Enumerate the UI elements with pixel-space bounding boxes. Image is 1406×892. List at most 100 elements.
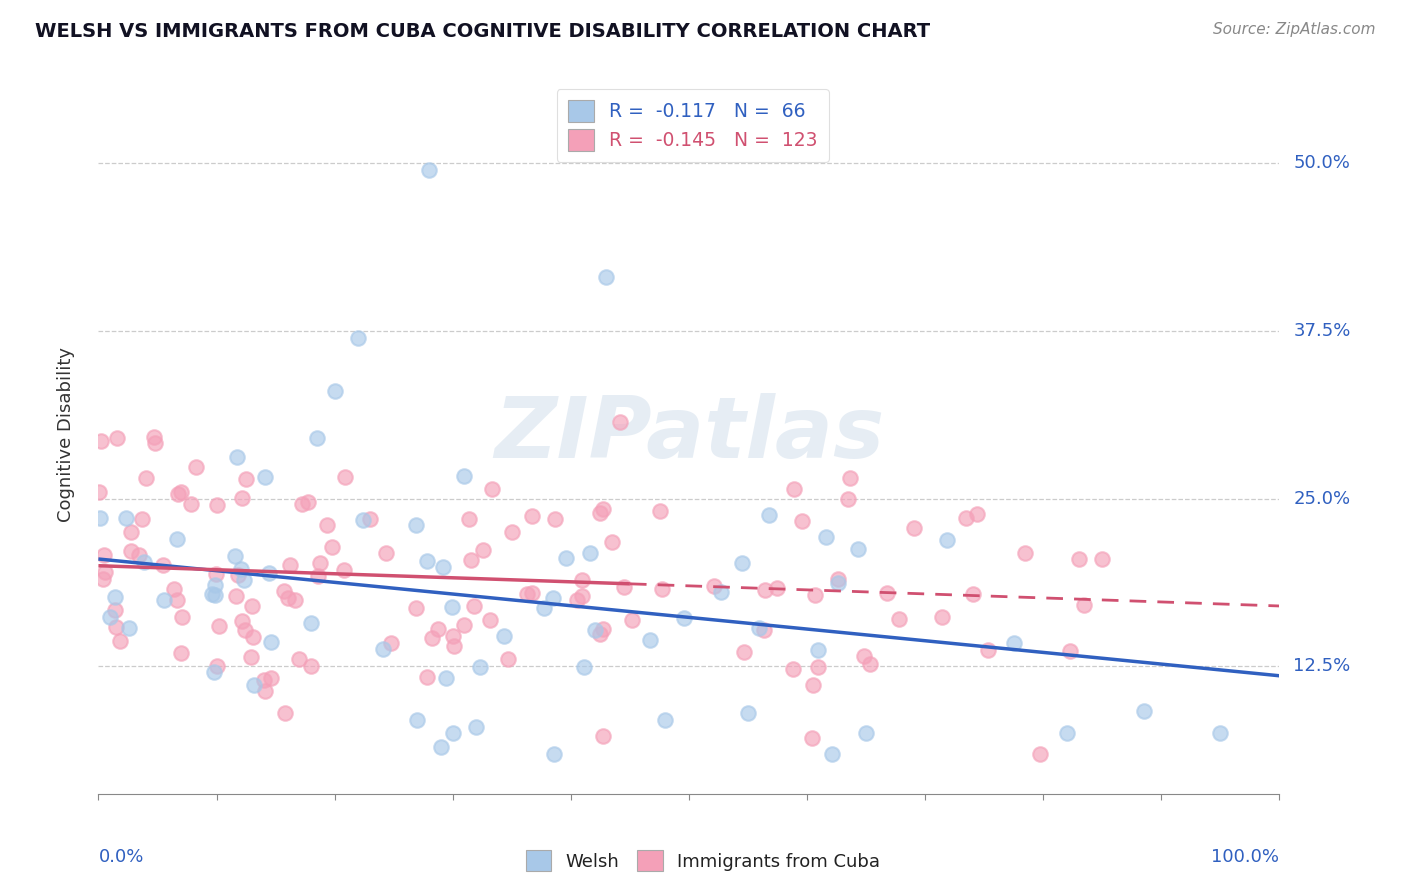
Point [1073, 598, 1095, 612]
Point [226, 450, 249, 464]
Legend: R =  -0.117   N =  66, R =  -0.145   N =  123: R = -0.117 N = 66, R = -0.145 N = 123 [557, 89, 830, 162]
Point [478, 613, 501, 627]
Point [792, 514, 814, 528]
Point [120, 544, 142, 558]
Point [1056, 726, 1078, 740]
Point [297, 495, 319, 509]
Point [432, 559, 454, 574]
Point [846, 541, 869, 556]
Point [600, 535, 623, 549]
Point [821, 747, 844, 761]
Point [288, 651, 311, 665]
Point [91, 572, 114, 586]
Point [152, 558, 174, 573]
Point [405, 518, 427, 533]
Point [103, 590, 125, 604]
Text: 100.0%: 100.0% [1212, 847, 1279, 866]
Point [458, 512, 481, 526]
Point [243, 678, 266, 692]
Point [90, 434, 112, 448]
Point [804, 588, 827, 602]
Point [380, 636, 402, 650]
Point [441, 600, 464, 615]
Text: 25.0%: 25.0% [1294, 490, 1351, 508]
Point [650, 504, 672, 518]
Point [201, 587, 224, 601]
Point [110, 633, 132, 648]
Point [555, 551, 578, 566]
Point [496, 651, 519, 665]
Point [166, 593, 188, 607]
Point [299, 615, 322, 630]
Point [205, 659, 228, 673]
Point [347, 330, 370, 344]
Point [977, 642, 1000, 657]
Point [572, 660, 595, 674]
Point [955, 511, 977, 525]
Point [837, 491, 859, 506]
Point [494, 629, 516, 643]
Text: Source: ZipAtlas.com: Source: ZipAtlas.com [1212, 22, 1375, 37]
Point [578, 546, 600, 560]
Point [441, 726, 464, 740]
Point [737, 706, 759, 721]
Legend: Welsh, Immigrants from Cuba: Welsh, Immigrants from Cuba [519, 843, 887, 879]
Point [1059, 644, 1081, 658]
Point [239, 649, 262, 664]
Point [167, 487, 190, 501]
Point [299, 659, 322, 673]
Point [520, 509, 543, 524]
Point [231, 491, 253, 505]
Point [277, 591, 299, 606]
Point [465, 720, 488, 734]
Point [204, 578, 226, 592]
Point [284, 592, 307, 607]
Point [752, 624, 775, 638]
Point [89, 511, 111, 525]
Point [463, 599, 485, 613]
Point [405, 600, 427, 615]
Point [1133, 704, 1156, 718]
Point [609, 415, 631, 429]
Point [583, 623, 606, 637]
Point [254, 684, 277, 698]
Point [962, 587, 984, 601]
Point [453, 618, 475, 632]
Point [87, 485, 110, 500]
Point [115, 510, 138, 524]
Point [731, 557, 754, 571]
Point [434, 671, 457, 685]
Point [766, 581, 789, 595]
Point [592, 622, 614, 636]
Point [323, 384, 346, 399]
Point [801, 731, 824, 746]
Point [233, 623, 256, 637]
Point [651, 582, 673, 596]
Point [827, 576, 849, 591]
Point [853, 649, 876, 664]
Point [543, 747, 565, 761]
Point [543, 512, 565, 526]
Point [621, 613, 644, 627]
Point [571, 589, 593, 603]
Point [316, 517, 339, 532]
Point [470, 660, 492, 674]
Point [153, 593, 176, 607]
Point [782, 662, 804, 676]
Point [592, 729, 614, 743]
Text: ZIPatlas: ZIPatlas [494, 393, 884, 476]
Point [207, 618, 229, 632]
Point [242, 630, 264, 644]
Point [441, 629, 464, 643]
Point [516, 587, 538, 601]
Point [1002, 636, 1025, 650]
Point [966, 507, 988, 521]
Point [291, 497, 314, 511]
Point [259, 566, 281, 581]
Point [533, 601, 555, 615]
Point [672, 611, 695, 625]
Point [733, 645, 755, 659]
Point [231, 562, 253, 576]
Point [838, 471, 860, 485]
Point [321, 540, 343, 554]
